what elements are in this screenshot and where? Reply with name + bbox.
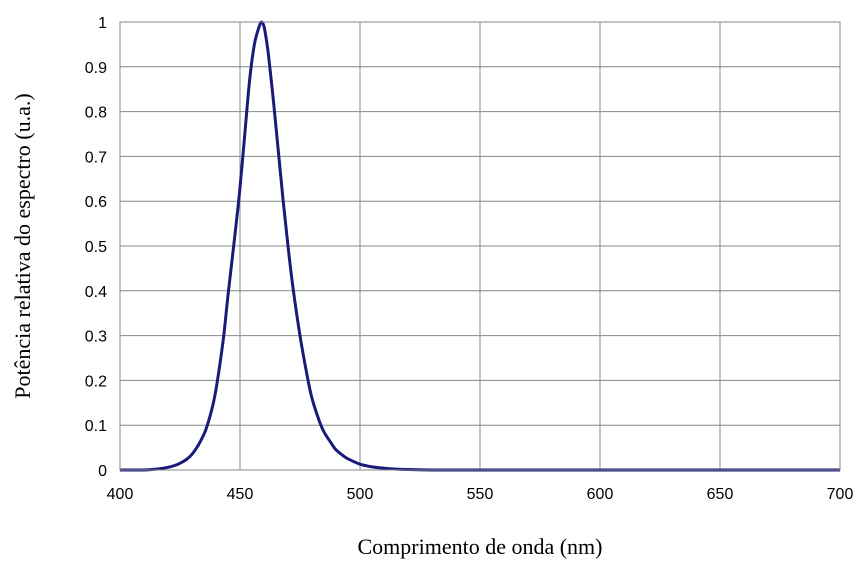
y-tick-labels: 0 0.1 0.2 0.3 0.4 0.5 0.6 0.7 0.8 0.9 1 [85,15,107,480]
x-tick-labels: 400 450 500 550 600 650 700 [107,486,854,503]
y-tick-label: 0.9 [85,60,107,77]
y-tick-label: 0 [98,463,107,480]
y-tick-label: 0.1 [85,418,107,435]
y-tick-label: 0.6 [85,194,107,211]
x-tick-label: 600 [587,486,614,503]
spectrum-line [119,20,840,472]
series-layer [119,20,840,472]
y-tick-label: 0.5 [85,239,107,256]
y-tick-label: 0.3 [85,329,107,346]
gridlines [119,21,841,471]
x-tick-label: 550 [467,486,494,503]
x-tick-label: 500 [347,486,374,503]
y-axis-label: Potência relativa do espectro (u.a.) [10,93,35,398]
y-tick-label: 0.2 [85,373,107,390]
plot-frame [119,21,841,471]
y-tick-label: 1 [98,15,107,32]
x-tick-label: 450 [227,486,254,503]
y-tick-label: 0.7 [85,149,107,166]
x-axis-label: Comprimento de onda (nm) [357,534,602,559]
y-tick-label: 0.8 [85,105,107,122]
x-tick-label: 400 [107,486,134,503]
y-tick-label: 0.4 [85,284,107,301]
x-tick-label: 650 [707,486,734,503]
x-tick-label: 700 [827,486,854,503]
